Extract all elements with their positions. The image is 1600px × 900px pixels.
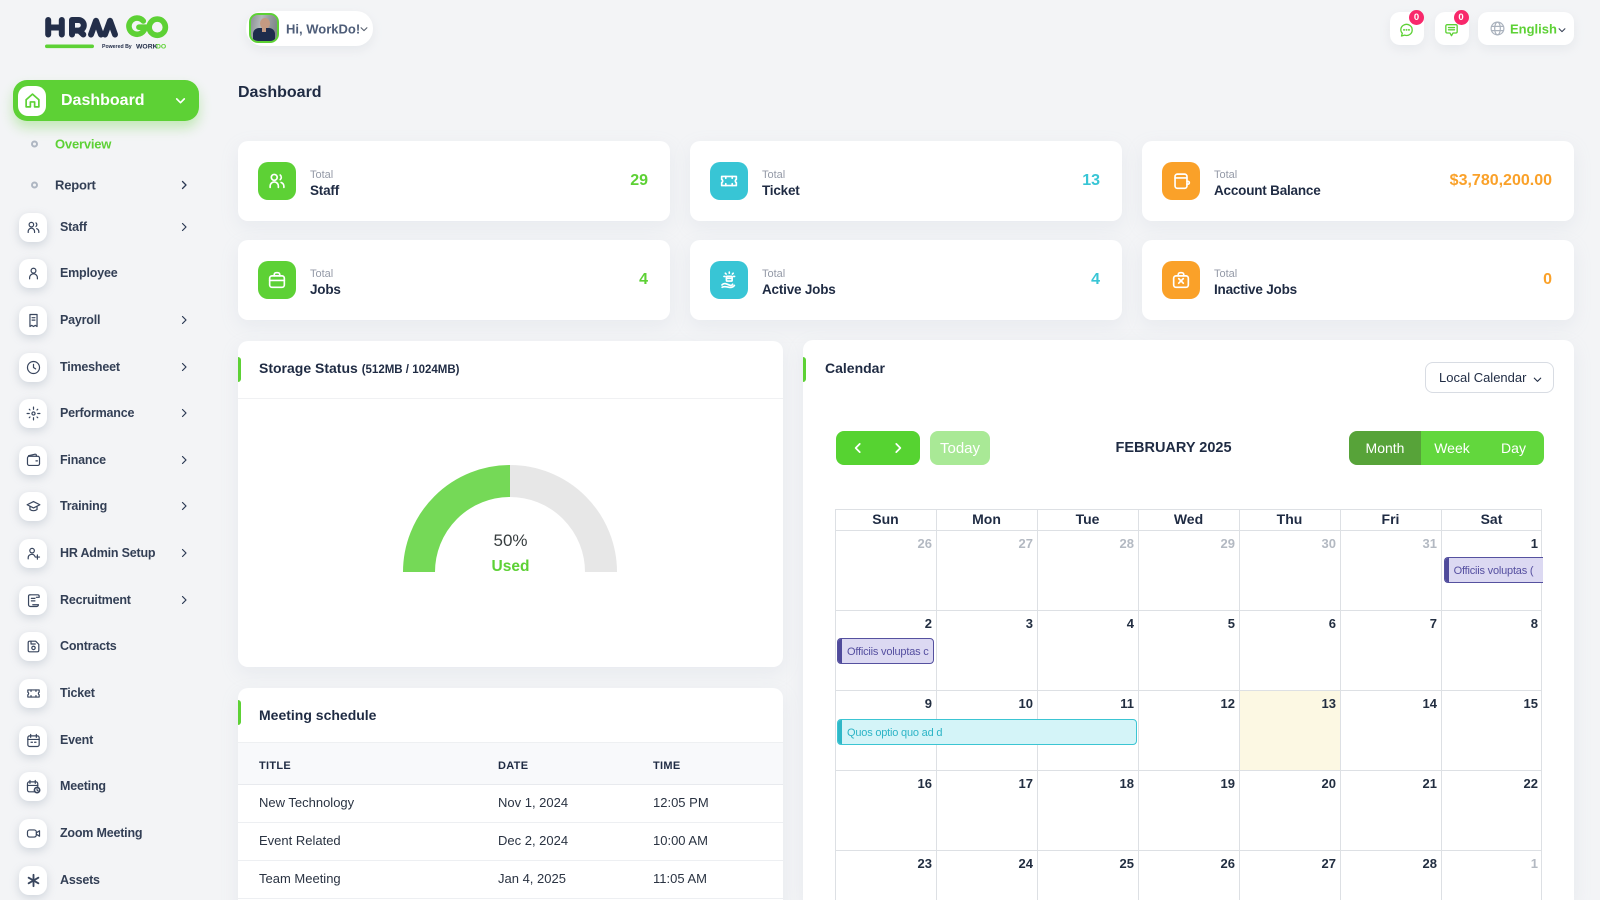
svg-text:Powered By: Powered By [102, 44, 132, 50]
svg-text:DO: DO [156, 44, 166, 51]
svg-text:WORK: WORK [136, 44, 158, 51]
